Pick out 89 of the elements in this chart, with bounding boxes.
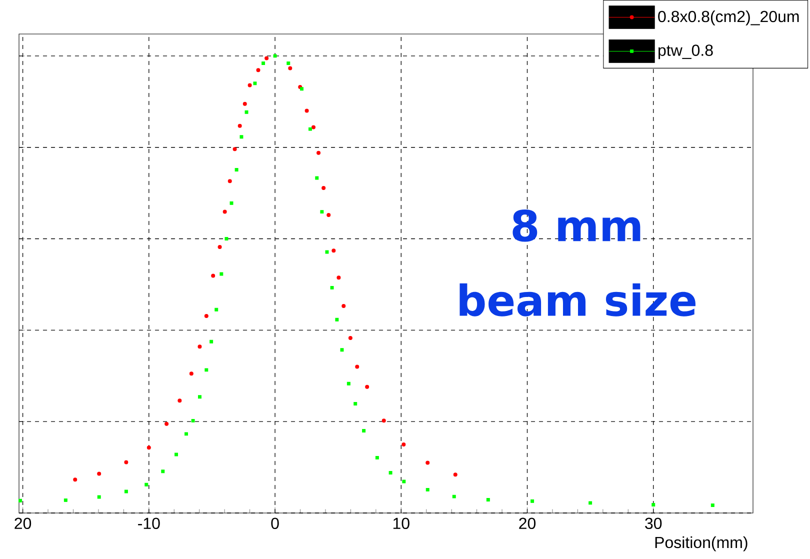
point — [426, 488, 430, 492]
point — [316, 150, 321, 155]
x-tick-label: -10 — [138, 518, 160, 530]
point — [588, 501, 592, 505]
point — [710, 503, 714, 507]
point — [124, 460, 128, 464]
point — [332, 248, 336, 253]
point — [335, 318, 339, 322]
point — [189, 372, 194, 376]
point — [161, 470, 165, 474]
point — [264, 56, 269, 60]
point — [178, 398, 182, 403]
point — [218, 244, 222, 249]
point — [238, 124, 242, 128]
point — [97, 472, 102, 476]
point — [311, 125, 316, 130]
point — [222, 210, 227, 214]
point — [248, 83, 252, 88]
point — [204, 368, 208, 372]
x-tick-label: 0 — [271, 518, 279, 530]
point — [164, 422, 169, 426]
point — [97, 495, 101, 499]
point — [426, 460, 430, 465]
point — [346, 382, 350, 386]
point — [315, 176, 319, 180]
point — [652, 503, 656, 507]
point — [234, 168, 238, 172]
point — [452, 494, 456, 498]
point — [355, 364, 360, 369]
x-tick-label: 10 — [393, 518, 410, 530]
point — [326, 213, 331, 218]
point — [184, 432, 188, 436]
point — [220, 272, 224, 276]
point — [253, 82, 257, 86]
point — [340, 348, 344, 352]
x-tick-label: 20 — [14, 518, 32, 530]
point — [211, 274, 216, 278]
point — [288, 66, 292, 70]
point — [240, 135, 244, 139]
point — [18, 498, 22, 502]
point — [244, 110, 248, 114]
point — [330, 286, 334, 290]
point — [242, 102, 247, 106]
point — [304, 108, 309, 113]
x-tick-label: 30 — [645, 518, 662, 530]
point — [382, 418, 386, 423]
annotation: 8 mm — [512, 209, 640, 242]
point — [198, 395, 202, 399]
point — [198, 344, 202, 349]
point — [388, 471, 392, 475]
point — [336, 276, 341, 280]
point — [191, 418, 195, 422]
point — [73, 478, 78, 482]
point — [354, 402, 358, 406]
point — [228, 179, 232, 184]
x-axis-title: Position(mm) — [655, 536, 748, 552]
point — [204, 314, 208, 318]
point — [530, 499, 534, 503]
point — [262, 62, 266, 65]
legend-label: ptw_0.8 — [658, 44, 713, 60]
point — [124, 490, 128, 494]
point — [174, 452, 178, 456]
point — [348, 336, 352, 340]
point — [308, 127, 312, 131]
point — [210, 340, 214, 344]
point — [146, 446, 151, 450]
point — [224, 237, 228, 240]
point — [486, 498, 490, 502]
point — [320, 210, 324, 214]
point — [402, 480, 406, 484]
point — [362, 428, 366, 432]
point — [64, 498, 68, 502]
point — [286, 62, 290, 65]
point — [402, 442, 406, 446]
point — [453, 472, 458, 477]
point — [325, 250, 329, 254]
point — [214, 308, 218, 312]
point — [365, 384, 370, 389]
point — [342, 304, 346, 308]
x-tick-label: 20 — [519, 518, 536, 530]
point — [375, 456, 379, 460]
legend-label: 0.8x0.8(cm2)_20um — [658, 10, 799, 26]
point — [144, 482, 148, 486]
point — [322, 186, 326, 190]
point — [230, 201, 234, 205]
point — [273, 54, 277, 58]
point — [256, 68, 260, 72]
point — [232, 147, 237, 152]
annotation: beam size — [460, 283, 696, 316]
